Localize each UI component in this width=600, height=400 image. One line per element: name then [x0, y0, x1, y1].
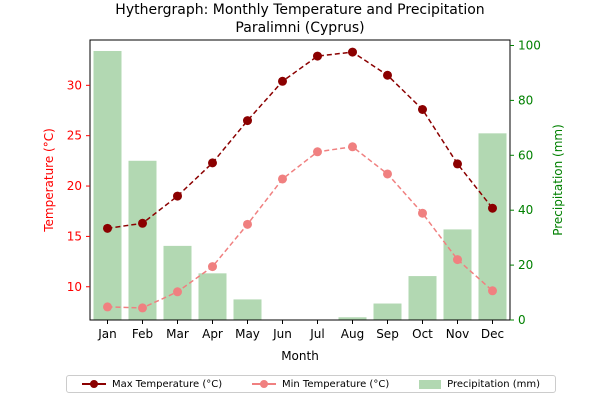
x-tick-label: Oct — [412, 327, 433, 341]
y-left-tick-label: 25 — [67, 129, 82, 143]
max-temperature-point-mar — [173, 191, 182, 201]
y-axis-right: 0 20 40 60 80 100 — [510, 38, 541, 327]
x-tick-label: Apr — [202, 327, 223, 341]
temperature-lines — [103, 47, 497, 313]
legend-swatch-precipitation — [419, 379, 442, 389]
precipitation-bar-jan — [93, 50, 122, 320]
max-temperature-point-oct — [418, 104, 427, 114]
x-axis-label: Month — [281, 349, 319, 363]
plot-frame — [89, 39, 511, 321]
x-axis: Jan Feb Mar Apr May Jun Jul Aug Sep Oct Nov Dec — [97, 320, 504, 341]
y-right-tick-label: 80 — [518, 93, 533, 107]
y-right-tick-label: 20 — [518, 258, 533, 272]
min-temperature-point-jul — [313, 147, 322, 157]
y-left-tick-label: 10 — [67, 280, 82, 294]
precipitation-bar-nov — [443, 229, 472, 320]
min-temperature-point-sep — [383, 169, 392, 179]
max-temperature-point-dec — [488, 203, 497, 213]
x-tick-label: Sep — [376, 327, 399, 341]
precipitation-bar-aug — [338, 317, 367, 320]
y-right-tick-label: 0 — [518, 313, 526, 327]
max-temperature-line — [107, 51, 494, 230]
min-temperature-point-feb — [138, 303, 147, 313]
x-tick-label: May — [235, 327, 260, 341]
min-temperature-point-dec — [488, 286, 497, 296]
y-right-tick-label: 60 — [518, 148, 533, 162]
x-tick-label: Nov — [446, 327, 469, 341]
chart-subtitle: Paralimni (Cyprus) — [235, 20, 364, 36]
y-left-tick-label: 30 — [67, 78, 82, 92]
min-temperature-point-may — [243, 219, 252, 229]
y-right-tick-label: 40 — [518, 203, 533, 217]
precipitation-bar-may — [233, 299, 262, 320]
legend-item-max-temperature: Max Temperature (°C) — [81, 378, 223, 390]
max-temperature-point-apr — [208, 158, 217, 168]
legend-swatch-max-temperature — [81, 379, 106, 389]
x-tick-label: Mar — [166, 327, 189, 341]
legend-label-max-temperature: Max Temperature (°C) — [111, 378, 223, 390]
x-tick-label: Jul — [309, 327, 324, 341]
precipitation-bar-sep — [373, 303, 402, 320]
max-temperature-point-aug — [348, 47, 357, 57]
y-axis-left: 10 15 20 25 30 — [67, 78, 90, 294]
min-temperature-point-apr — [208, 262, 217, 272]
precipitation-bar-apr — [198, 273, 227, 320]
legend-swatch-min-temperature — [251, 379, 276, 389]
x-tick-label: Dec — [481, 327, 504, 341]
x-tick-label: Aug — [341, 327, 364, 341]
min-temperature-point-aug — [348, 142, 357, 152]
max-temperature-point-feb — [138, 218, 147, 228]
min-temperature-point-jun — [278, 174, 287, 184]
x-tick-label: Jan — [97, 327, 117, 341]
precipitation-bars — [93, 50, 507, 320]
max-temperature-point-jun — [278, 76, 287, 86]
max-temperature-point-nov — [453, 159, 462, 169]
chart-legend: Max Temperature (°C) Min Temperature (°C… — [66, 375, 556, 393]
legend-label-precipitation: Precipitation (mm) — [447, 378, 541, 390]
min-temperature-point-mar — [173, 287, 182, 297]
min-temperature-line — [107, 145, 493, 309]
legend-label-min-temperature: Min Temperature (°C) — [281, 378, 390, 390]
y-left-tick-label: 20 — [67, 179, 82, 193]
min-temperature-point-jan — [103, 302, 112, 312]
legend-item-precipitation: Precipitation (mm) — [419, 379, 540, 390]
max-temperature-point-jul — [313, 51, 322, 61]
y-left-tick-label: 15 — [67, 229, 82, 243]
max-temperature-point-jan — [103, 223, 112, 233]
x-tick-label: Feb — [132, 327, 153, 341]
chart-title: Hythergraph: Monthly Temperature and Pre… — [115, 2, 484, 18]
precipitation-bar-oct — [408, 276, 437, 320]
y-axis-left-label: Temperature (°C) — [42, 128, 56, 233]
legend-item-min-temperature: Min Temperature (°C) — [251, 378, 390, 390]
precipitation-bar-mar — [163, 245, 192, 320]
y-right-tick-label: 100 — [518, 38, 541, 52]
min-temperature-point-nov — [453, 255, 462, 265]
max-temperature-point-sep — [383, 70, 392, 80]
y-axis-right-label: Precipitation (mm) — [551, 124, 565, 236]
x-tick-label: Jun — [272, 327, 292, 341]
min-temperature-point-oct — [418, 208, 427, 218]
max-temperature-point-may — [243, 116, 252, 126]
precipitation-bar-feb — [128, 160, 157, 320]
